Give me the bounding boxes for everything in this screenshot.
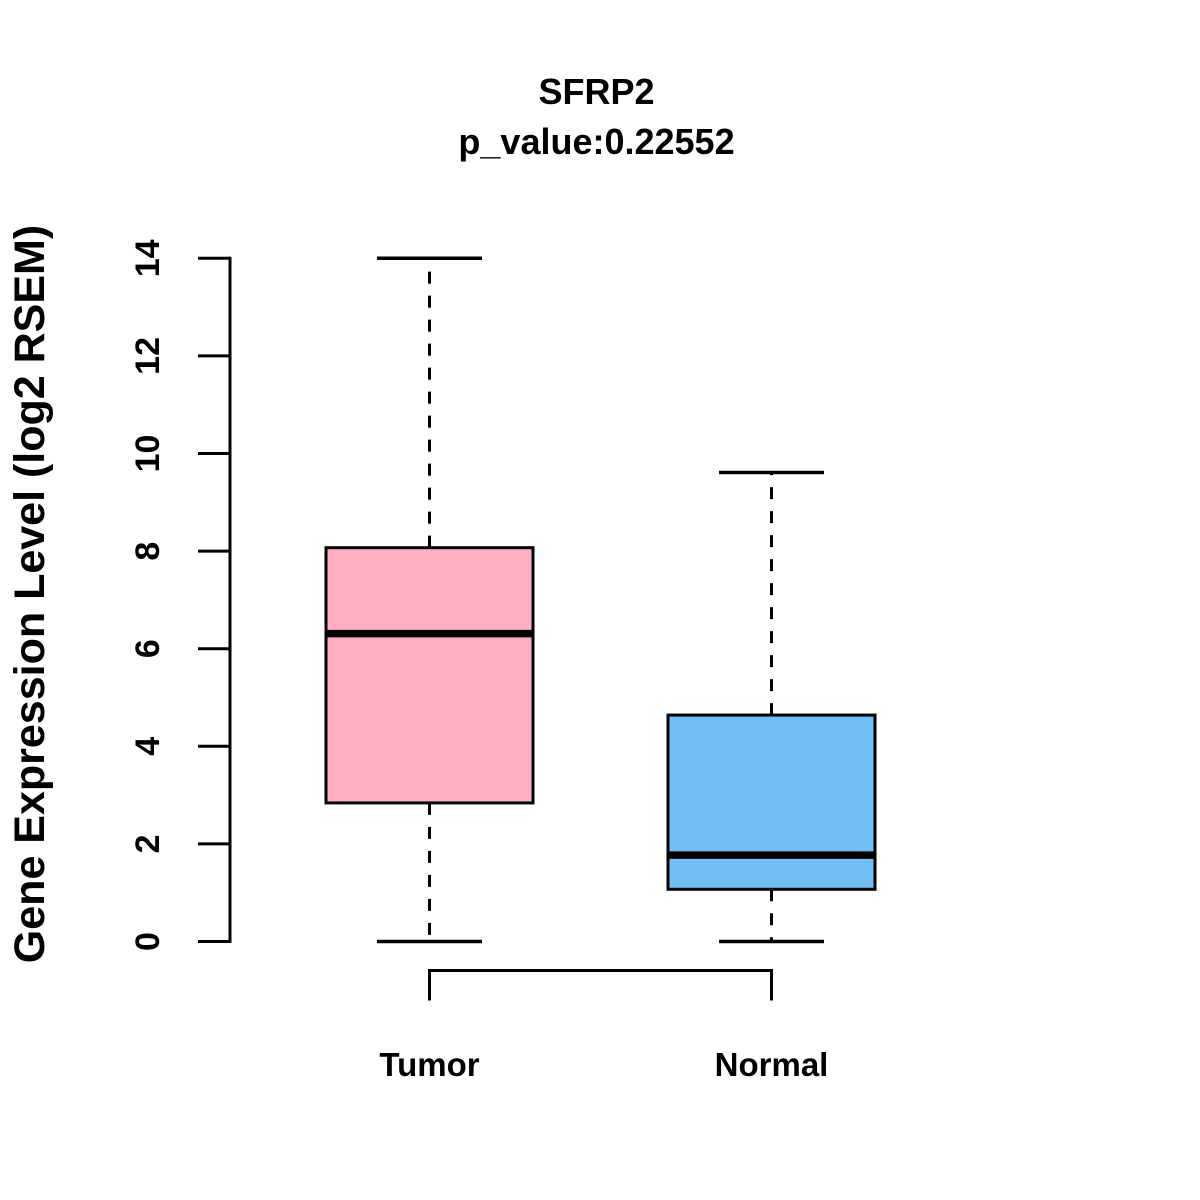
y-axis-tick-label: 0 <box>129 932 167 951</box>
chart-subtitle: p_value:0.22552 <box>458 121 735 162</box>
y-axis-tick-label: 6 <box>129 639 167 658</box>
chart-title: SFRP2 <box>538 71 655 112</box>
y-axis-tick-label: 14 <box>129 239 167 277</box>
comparison-bracket <box>428 969 773 1001</box>
y-axis-tick-label: 12 <box>129 337 167 375</box>
y-axis-tick-label: 10 <box>129 435 167 473</box>
category-label-tumor: Tumor <box>379 1046 479 1083</box>
box-tumor <box>324 546 535 805</box>
box-normal <box>666 713 877 891</box>
y-axis-tick-label: 8 <box>129 542 167 561</box>
y-axis-tick-label: 2 <box>129 834 167 853</box>
y-axis-tick-label: 4 <box>129 737 167 756</box>
category-label-normal: Normal <box>715 1046 829 1083</box>
